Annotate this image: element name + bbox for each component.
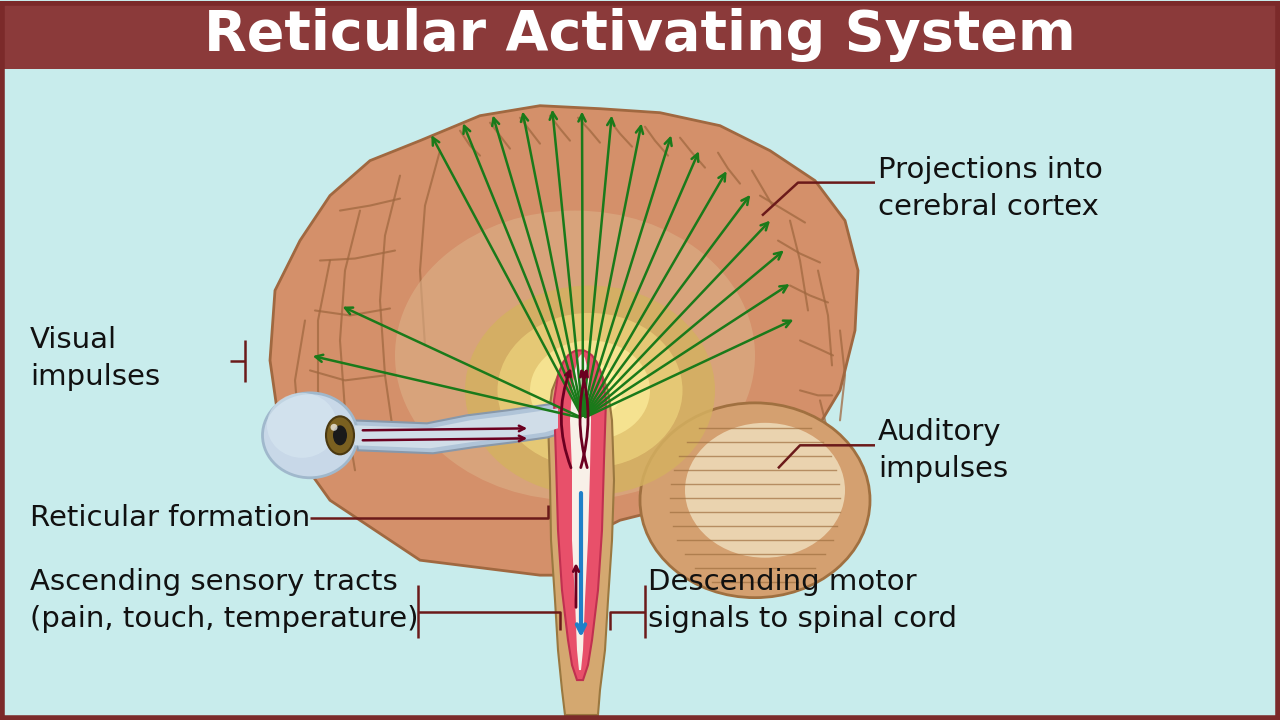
Ellipse shape [465,286,716,495]
Ellipse shape [640,403,870,598]
Text: Reticular formation: Reticular formation [29,504,310,532]
Ellipse shape [262,393,357,478]
Ellipse shape [530,341,650,441]
Ellipse shape [396,210,755,500]
Polygon shape [548,352,614,715]
Bar [0,1,1280,68]
Text: Auditory
impulses: Auditory impulses [878,418,1009,482]
Ellipse shape [498,313,682,468]
Ellipse shape [333,426,347,445]
Ellipse shape [330,424,338,431]
Ellipse shape [558,363,622,418]
Polygon shape [270,106,858,575]
Polygon shape [570,354,591,670]
Polygon shape [554,351,605,680]
Ellipse shape [268,393,337,458]
Ellipse shape [326,416,355,454]
Text: Visual
impulses: Visual impulses [29,326,160,391]
Polygon shape [352,403,561,454]
Text: Descending motor
signals to spinal cord: Descending motor signals to spinal cord [648,568,957,633]
Ellipse shape [685,423,845,558]
Text: Ascending sensory tracts
(pain, touch, temperature): Ascending sensory tracts (pain, touch, t… [29,568,419,633]
Polygon shape [355,408,558,449]
Text: Projections into
cerebral cortex: Projections into cerebral cortex [878,156,1103,221]
Text: Reticular Activating System: Reticular Activating System [204,8,1076,62]
